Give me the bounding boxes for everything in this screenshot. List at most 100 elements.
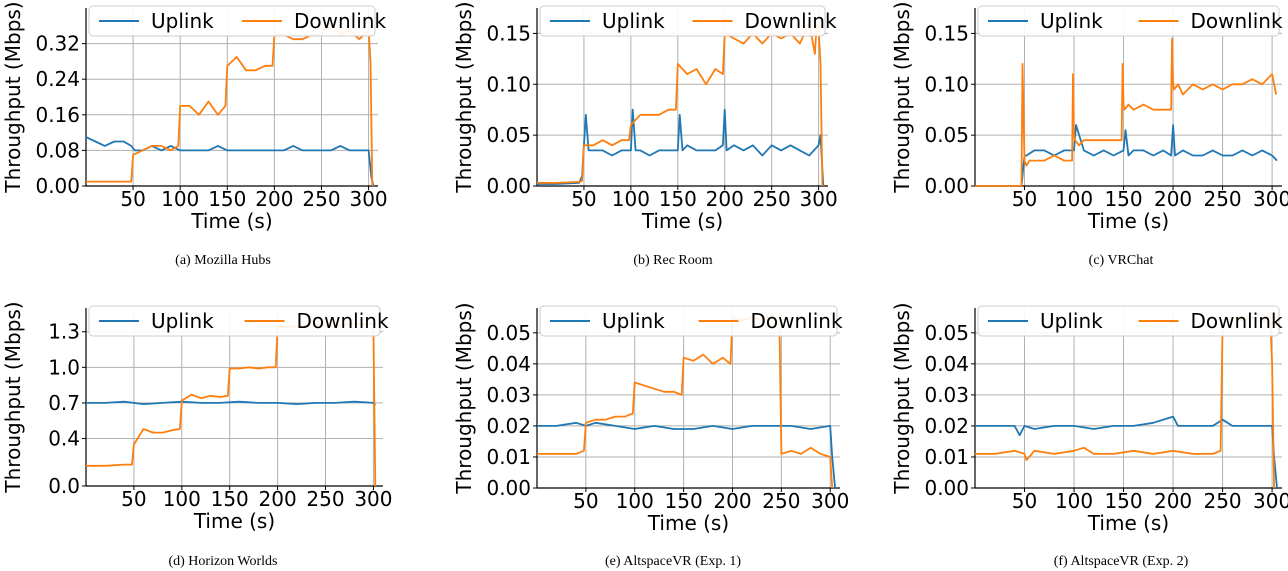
x-tick-label: 50 [1012,489,1037,513]
chart-panel-4: 50 100 150 200 250 300 0.00 0.01 0.02 0.03 0.04 0.0… [452,302,849,569]
legend-box [977,305,1280,337]
y-tick-label: 0.4 [48,427,80,451]
x-tick-label: 200 [713,489,751,513]
y-tick-label: 0.7 [48,391,80,415]
x-tick-label: 300 [811,489,849,513]
legend-label-uplink: Uplink [602,309,665,333]
x-tick-label: 300 [349,187,387,211]
y-tick-label: 1.0 [48,355,80,379]
y-tick-label: 0.02 [924,414,969,438]
x-tick-label: 300 [1253,489,1288,513]
legend-label-uplink: Uplink [151,309,214,333]
x-tick-label: 300 [800,187,838,211]
legend-label-uplink: Uplink [602,9,665,33]
panel-caption: (e) AltspaceVR (Exp. 1) [605,554,741,569]
y-tick-label: 0.10 [486,72,531,96]
x-tick-label: 200 [255,187,293,211]
x-tick-label: 150 [665,489,703,513]
chart-panel-3: 50 100 150 200 250 300 0.0 0.4 0.7 1.0 1.3 Time (s)… [1,301,393,569]
y-tick-label: 0.01 [486,445,531,469]
y-tick-label: 0.10 [924,72,969,96]
x-axis-title: Time (s) [647,511,729,535]
panel-caption: (f) AltspaceVR (Exp. 2) [1054,554,1189,569]
x-tick-label: 150 [211,487,249,511]
y-tick-label: 0.16 [35,103,80,127]
x-tick-label: 150 [1104,489,1142,513]
legend-label-downlink: Downlink [745,9,837,33]
legend-label-uplink: Uplink [151,9,214,33]
x-tick-label: 250 [1203,187,1241,211]
chart-panel-0: 50 100 150 200 250 300 0.00 0.08 0.16 0.24 0.32 Tim… [1,1,388,268]
legend-box [539,305,838,337]
series-line-downlink [975,313,1275,489]
series-line-uplink [86,400,377,406]
y-tick-label: 0.15 [924,21,969,45]
x-tick-label: 100 [1055,489,1093,513]
legend-box [88,305,381,337]
legend-label-downlink: Downlink [1191,9,1283,33]
series-line-uplink [537,421,836,489]
panel-caption: (b) Rec Room [633,253,712,268]
panel-caption: (c) VRChat [1089,253,1154,268]
x-tick-label: 300 [1253,187,1288,211]
chart-panel-1: 50 100 150 200 250 300 0.00 0.05 0.10 0.15 Time (s… [452,1,838,268]
x-tick-label: 50 [573,489,598,513]
x-axis-title: Time (s) [1087,511,1169,535]
y-axis-title: Throughput (Mbps) [1,301,25,493]
legend-box [977,5,1280,37]
y-tick-label: 0.32 [35,32,80,56]
x-tick-label: 200 [1154,187,1192,211]
y-tick-label: 0.03 [486,383,531,407]
y-tick-label: 0.00 [35,174,80,198]
legend-label-downlink: Downlink [297,309,389,333]
legend-box [539,5,826,37]
legend-box [88,5,376,37]
x-tick-label: 250 [1203,489,1241,513]
y-tick-label: 0.0 [48,474,80,498]
chart-panel-5: 50 100 150 200 250 300 0.00 0.01 0.02 0.03 0.04 0.0… [890,302,1288,569]
x-tick-label: 250 [762,489,800,513]
x-tick-label: 100 [612,187,650,211]
x-tick-label: 100 [616,489,654,513]
legend-label-downlink: Downlink [751,309,843,333]
x-tick-label: 200 [706,187,744,211]
x-tick-label: 150 [659,187,697,211]
y-tick-label: 0.05 [486,123,531,147]
x-tick-label: 50 [120,187,145,211]
y-tick-label: 0.00 [924,174,969,198]
y-axis-title: Throughput (Mbps) [452,302,476,494]
series-line-uplink [85,136,375,187]
y-tick-label: 0.08 [35,138,80,162]
series-line-downlink [975,37,1277,187]
x-axis-title: Time (s) [641,209,723,233]
x-tick-label: 150 [1104,187,1142,211]
chart-panel-2: 50 100 150 200 250 300 0.00 0.05 0.10 0.15 Time (s… [890,1,1288,268]
y-tick-label: 0.01 [924,445,969,469]
series-line-uplink [975,124,1278,187]
x-tick-label: 300 [354,487,392,511]
x-tick-label: 250 [302,187,340,211]
y-tick-label: 0.00 [924,476,969,500]
y-tick-label: 0.00 [486,174,531,198]
x-tick-label: 100 [163,487,201,511]
y-tick-label: 0.03 [924,383,969,407]
y-tick-label: 0.24 [35,67,80,91]
series-line-downlink [86,20,374,187]
y-tick-label: 0.05 [924,321,969,345]
series-line-downlink [537,22,824,187]
x-tick-label: 200 [259,487,297,511]
x-tick-label: 50 [121,487,146,511]
y-axis-title: Throughput (Mbps) [890,302,914,494]
series-line-uplink [975,415,1278,489]
y-tick-label: 1.3 [48,320,80,344]
x-axis-title: Time (s) [1087,209,1169,233]
y-tick-label: 0.05 [924,123,969,147]
legend-label-uplink: Uplink [1040,9,1103,33]
y-tick-label: 0.15 [486,21,531,45]
x-axis-title: Time (s) [190,209,272,233]
y-tick-label: 0.04 [924,352,969,376]
x-tick-label: 150 [208,187,246,211]
x-tick-label: 250 [306,487,344,511]
legend-label-uplink: Uplink [1040,309,1103,333]
